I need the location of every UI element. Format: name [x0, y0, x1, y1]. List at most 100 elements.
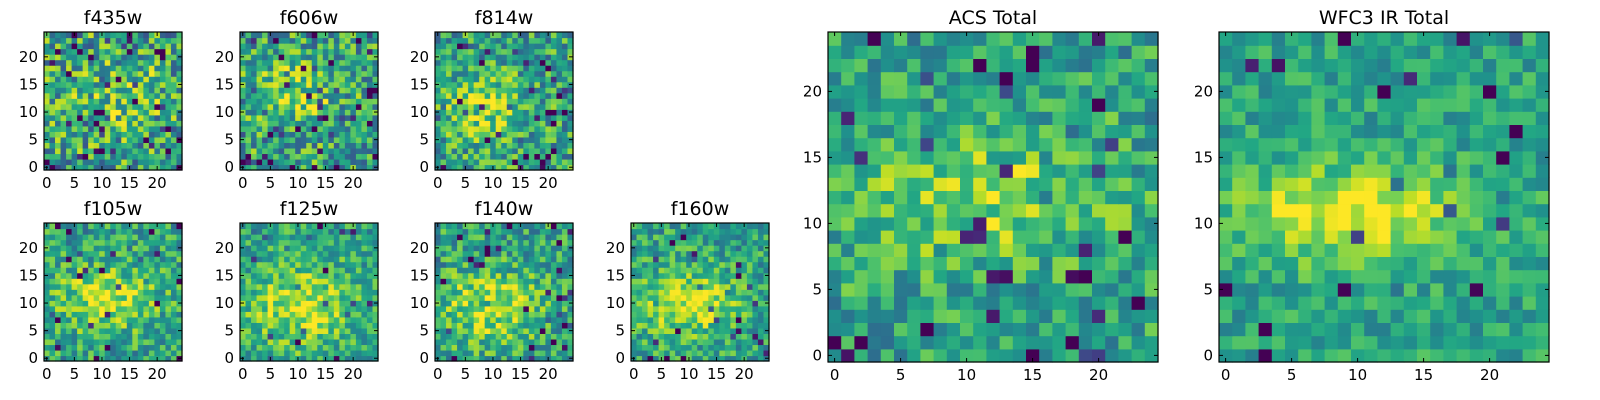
heatmap-cell — [71, 344, 78, 351]
heatmap-cell — [691, 327, 698, 334]
heatmap-cell — [121, 294, 128, 301]
heatmap-cell — [523, 278, 530, 285]
heatmap-cell — [71, 256, 78, 263]
heatmap-cell — [490, 153, 497, 160]
heatmap-cell — [154, 349, 161, 357]
heatmap-cell — [176, 43, 183, 50]
heatmap-cell — [468, 344, 475, 351]
heatmap-cell — [245, 70, 252, 77]
heatmap-cell — [484, 76, 491, 83]
heatmap-cell — [278, 239, 285, 246]
heatmap-cell — [946, 164, 961, 178]
heatmap-cell — [49, 109, 56, 116]
heatmap-cell — [763, 278, 770, 285]
heatmap-cell — [440, 256, 447, 263]
heatmap-cell — [251, 153, 258, 160]
heatmap-cell — [451, 322, 458, 329]
heatmap-cell — [245, 48, 252, 55]
heatmap-cell — [339, 120, 346, 127]
heatmap-cell — [71, 305, 78, 312]
heatmap-cell — [60, 278, 67, 285]
heatmap-cell — [451, 245, 458, 252]
heatmap-cell — [143, 142, 150, 149]
heatmap-cell — [517, 54, 524, 61]
heatmap-cell — [170, 103, 178, 110]
heatmap-cell — [907, 269, 921, 284]
heatmap-cell — [468, 245, 475, 252]
heatmap-cell — [946, 203, 961, 218]
heatmap-cell — [473, 239, 480, 246]
heatmap-cell — [653, 305, 660, 312]
heatmap-cell — [251, 32, 258, 39]
heatmap-cell — [550, 294, 558, 301]
heatmap-cell — [148, 98, 155, 105]
heatmap-cell — [289, 142, 296, 149]
heatmap-cell — [143, 239, 150, 246]
heatmap-cell — [473, 164, 480, 171]
heatmap-cell — [440, 239, 447, 246]
heatmap-cell — [104, 70, 111, 77]
heatmap-cell — [730, 267, 737, 274]
heatmap-cell — [328, 228, 335, 235]
heatmap-cell — [322, 142, 329, 149]
heatmap-cell — [121, 300, 128, 307]
heatmap-cell — [545, 131, 552, 138]
heatmap-cell — [468, 37, 475, 44]
heatmap-cell — [440, 311, 447, 318]
heatmap-cell — [88, 37, 95, 44]
heatmap-cell — [880, 322, 895, 337]
heatmap-cell — [435, 125, 442, 132]
heatmap-cell — [631, 239, 638, 246]
heatmap-cell — [143, 327, 150, 334]
heatmap-cell — [245, 153, 252, 160]
heatmap-cell — [440, 223, 447, 230]
heatmap-cell — [468, 305, 475, 312]
heatmap-cell — [300, 294, 307, 301]
heatmap-cell — [240, 70, 247, 77]
heatmap-cell — [713, 250, 720, 257]
heatmap-cell — [121, 311, 128, 318]
heatmap-cell — [854, 282, 869, 297]
heatmap-cell — [473, 125, 480, 132]
heatmap-cell — [512, 316, 519, 323]
heatmap-cell — [44, 76, 51, 83]
heatmap-cell — [60, 250, 67, 257]
heatmap-cell — [355, 81, 363, 88]
heatmap-cell — [44, 87, 51, 94]
heatmap-cell — [49, 283, 56, 290]
heatmap-cell — [741, 294, 748, 301]
heatmap-cell — [664, 322, 671, 329]
heatmap-cell — [440, 250, 447, 257]
heatmap-cell — [468, 234, 475, 241]
heatmap-cell — [880, 309, 895, 323]
heatmap-cell — [317, 92, 324, 99]
heatmap-cell — [240, 87, 247, 94]
heatmap-cell — [1144, 322, 1159, 337]
heatmap-cell — [55, 245, 62, 252]
heatmap-cell — [372, 283, 379, 290]
heatmap-cell — [333, 294, 340, 301]
heatmap-cell — [278, 311, 285, 318]
heatmap-cell — [506, 147, 513, 155]
heatmap-cell — [317, 158, 324, 166]
heatmap-cell — [273, 37, 280, 44]
heatmap-cell — [267, 142, 274, 149]
heatmap-cell — [539, 120, 546, 127]
heatmap-cell — [697, 333, 704, 340]
heatmap-cell — [545, 81, 552, 88]
heatmap-cell — [528, 278, 535, 285]
heatmap-cell — [534, 43, 541, 50]
heatmap-cell — [245, 164, 252, 171]
heatmap-cell — [479, 355, 486, 362]
heatmap-cell — [567, 125, 574, 132]
heatmap-cell — [306, 103, 313, 110]
heatmap-cell — [946, 335, 961, 350]
heatmap-cell — [457, 131, 464, 138]
heatmap-cell — [148, 300, 155, 307]
heatmap-cell — [306, 76, 313, 83]
heatmap-cell — [132, 338, 139, 346]
heatmap-cell — [534, 338, 541, 346]
heatmap-cell — [451, 261, 458, 268]
heatmap-cell — [333, 305, 340, 312]
heatmap-cell — [93, 98, 100, 105]
